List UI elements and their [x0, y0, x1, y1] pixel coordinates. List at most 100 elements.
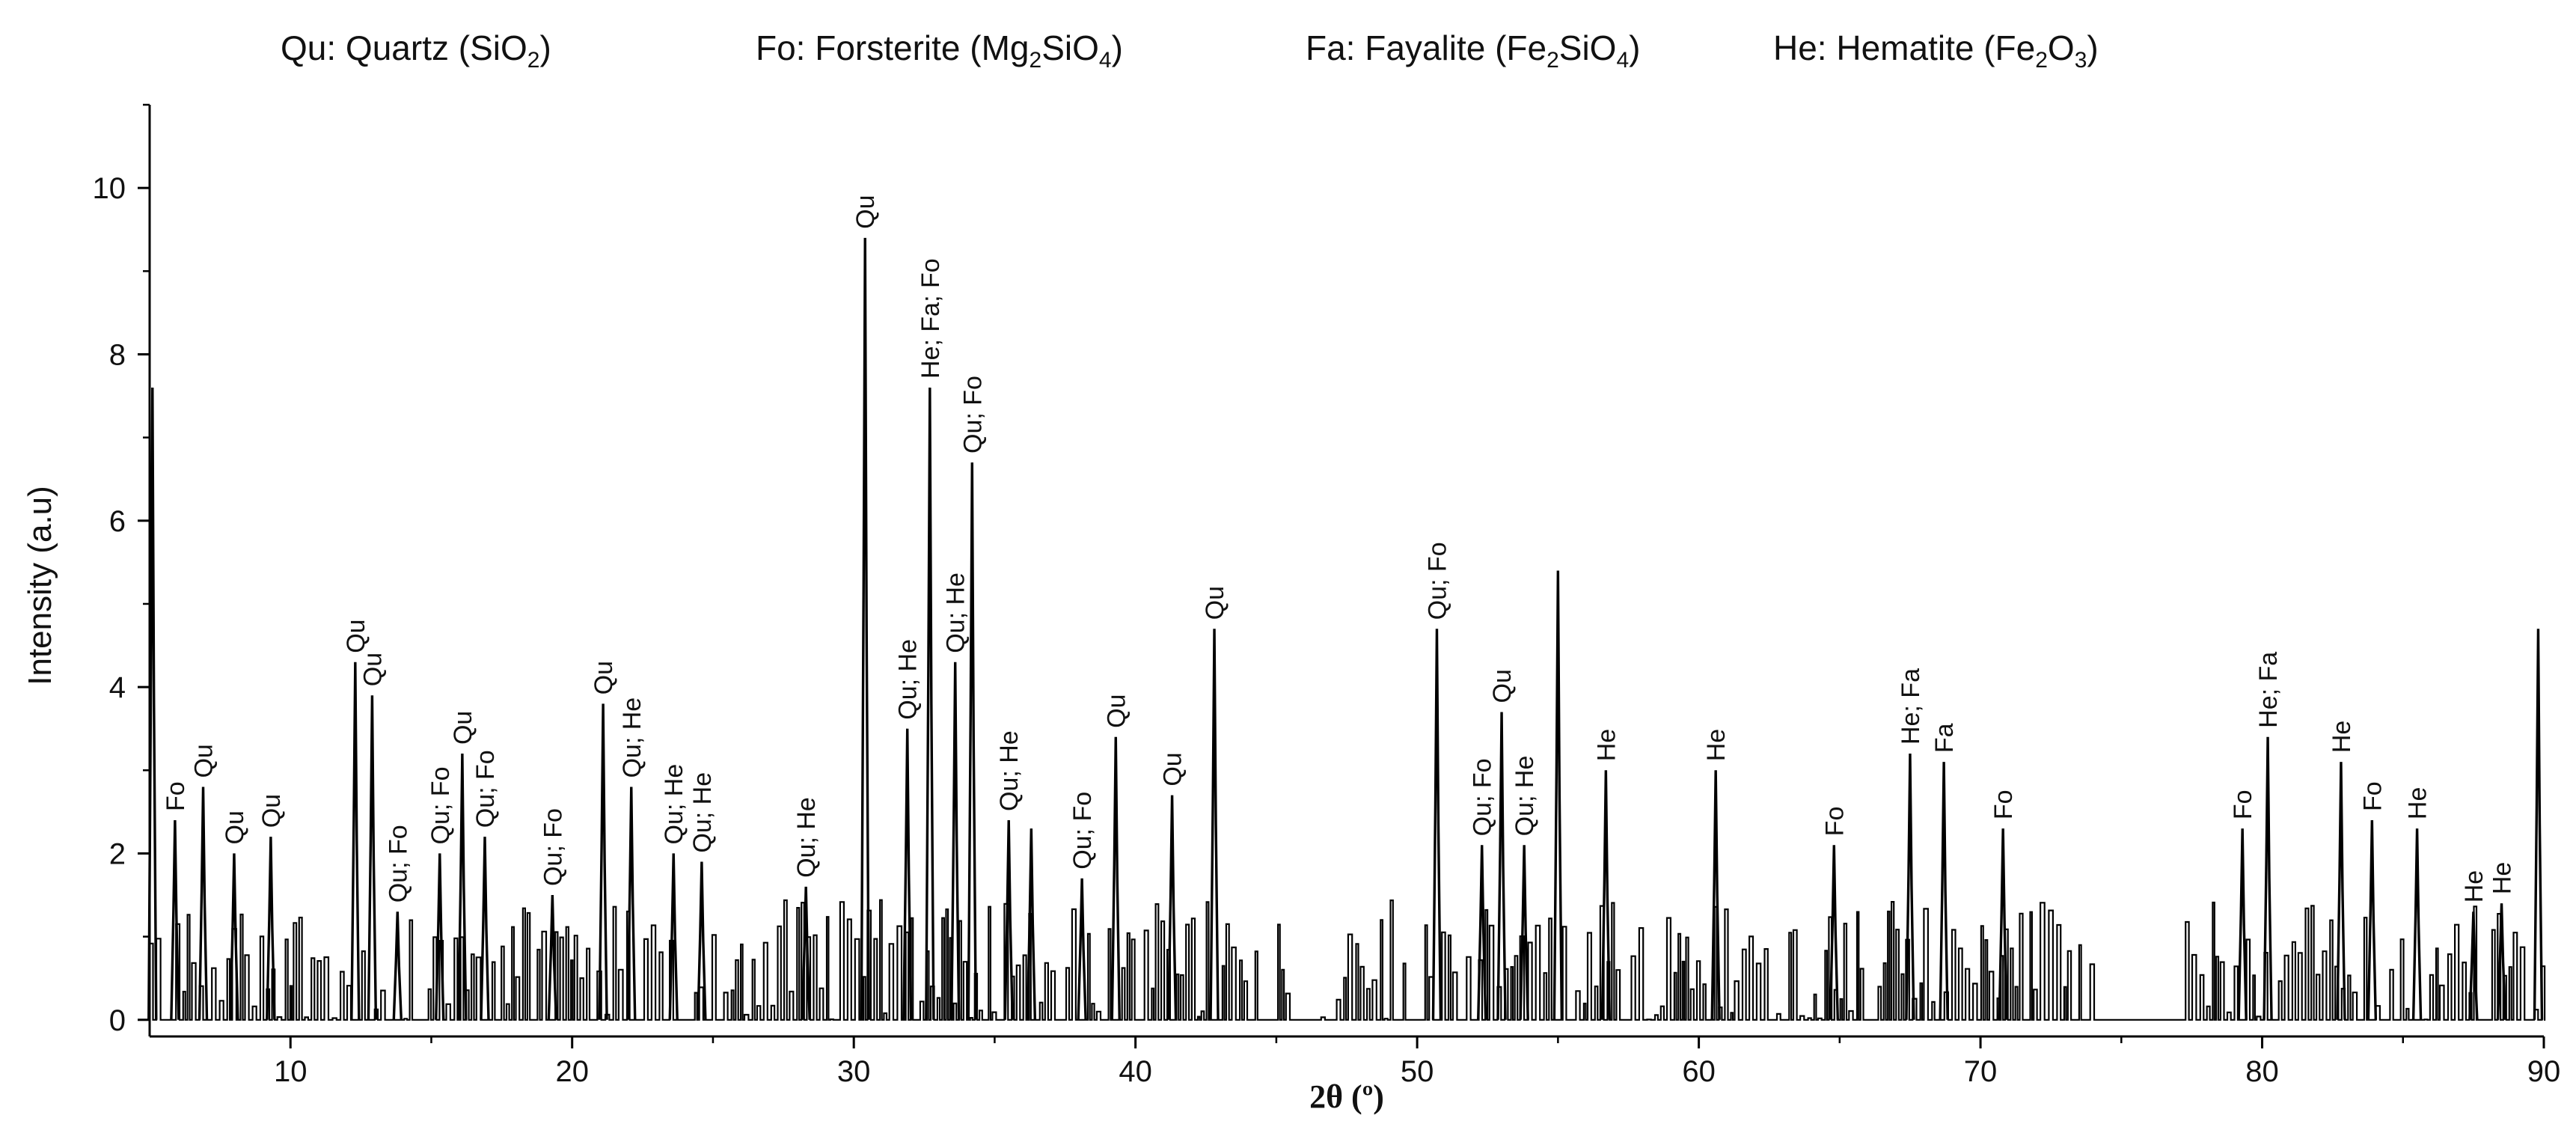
peak-3	[198, 787, 209, 1020]
peak-26	[1110, 736, 1121, 1020]
peak-24	[1026, 828, 1037, 1020]
peak-label: Qu	[1488, 669, 1517, 703]
peak-label: Qu; Fo	[1469, 758, 1497, 836]
peak-4	[229, 853, 239, 1020]
peak-14	[626, 787, 637, 1020]
legend-part-sub: 2	[2035, 48, 2048, 73]
peak-43	[2367, 819, 2378, 1020]
peak-30	[1477, 845, 1487, 1020]
legend-part-sub: 2	[1030, 48, 1042, 73]
peak-label: Qu	[1102, 694, 1131, 727]
peak-label: He	[1592, 729, 1621, 761]
peak-6	[350, 662, 361, 1020]
peak-36	[1829, 845, 1839, 1020]
peak-label: Qu	[358, 653, 387, 686]
peak-label: He; Fa	[1897, 668, 1925, 745]
peak-45	[2468, 911, 2479, 1020]
y-tick-label: 6	[109, 505, 126, 538]
peak-47	[2533, 629, 2544, 1020]
peak-label: Fo	[2229, 789, 2257, 819]
peak-33	[1552, 570, 1564, 1020]
y-tick-label: 4	[109, 671, 126, 704]
x-axis-label: 2θ (º)	[1309, 1078, 1384, 1115]
legend-entry-3: Fa: Fayalite (Fe2SiO4)	[1306, 28, 1640, 73]
peak-35	[1710, 770, 1721, 1020]
peak-label: Qu; Fo	[539, 808, 567, 886]
peak-label: Qu	[221, 810, 249, 844]
peak-25	[1077, 878, 1087, 1020]
peak-label: Qu; Fo	[384, 825, 412, 902]
peak-label: Qu; He	[894, 639, 923, 720]
peak-label: Fo	[2358, 781, 2387, 811]
peak-label: Qu	[190, 744, 218, 778]
peak-42	[2336, 762, 2346, 1020]
peak-9	[435, 853, 445, 1020]
legend-part-sub2: 4	[1099, 48, 1112, 73]
peak-label: Qu; He	[1511, 756, 1539, 837]
legend-part-sub: 2	[1546, 48, 1559, 73]
x-tick-label: 50	[1401, 1055, 1434, 1088]
peak-label: Qu; He	[995, 730, 1024, 811]
peak-label: He	[2328, 721, 2356, 753]
peak-10	[457, 754, 468, 1020]
legend-entry-1: Qu: Quartz (SiO2)	[281, 28, 551, 73]
peak-label: He; Fa	[2254, 652, 2283, 728]
peak-label: Fa	[1930, 723, 1959, 753]
legend-part-main: Fa: Fayalite (Fe	[1306, 28, 1546, 67]
peak-label: He	[2404, 787, 2432, 819]
peak-label: Fo	[1820, 807, 1849, 837]
peak-label: Qu; Fo	[471, 750, 500, 828]
peak-label: Qu; Fo	[1423, 542, 1451, 620]
x-tick-label: 30	[837, 1055, 871, 1088]
peak-layer	[147, 237, 2544, 1020]
peak-20	[925, 387, 935, 1020]
peak-28	[1209, 629, 1220, 1020]
peak-label: Qu	[257, 794, 286, 828]
x-tick-label: 70	[1964, 1055, 1998, 1088]
legend-part-mid: SiO	[1559, 28, 1617, 67]
peak-23	[1003, 819, 1014, 1020]
peak-39	[1998, 828, 2008, 1020]
peak-label: Qu	[851, 195, 880, 228]
legend-part-main: He: Hematite (Fe	[1773, 28, 2035, 67]
peak-27	[1166, 795, 1178, 1020]
legend-part-sub2: 3	[2075, 48, 2087, 73]
peak-17	[801, 886, 811, 1020]
y-tick-label: 0	[109, 1004, 126, 1037]
x-tick-label: 80	[2245, 1055, 2279, 1088]
legend-part-tail: )	[1112, 28, 1123, 67]
peak-15	[668, 853, 679, 1020]
peak-46	[2496, 903, 2507, 1020]
peak-44	[2411, 828, 2423, 1020]
y-tick-label: 10	[93, 172, 126, 205]
legend: Qu: Quartz (SiO2) Fo: Forsterite (Mg2SiO4…	[281, 28, 2099, 73]
peak-19	[902, 728, 913, 1020]
peak-34	[1600, 770, 1612, 1020]
peak-label: He	[1702, 729, 1731, 761]
peak-label: He; Fa; Fo	[917, 258, 945, 379]
peak-16	[697, 861, 707, 1020]
peak-label: Qu; He	[792, 797, 821, 878]
x-tick-label: 60	[1682, 1055, 1716, 1088]
x-tick-label: 40	[1119, 1055, 1152, 1088]
legend-part-tail: )	[539, 28, 551, 67]
y-tick-label: 8	[109, 338, 126, 371]
peak-21	[950, 662, 961, 1020]
y-tick-label: 2	[109, 837, 126, 870]
peak-29	[1431, 629, 1443, 1020]
legend-entry-4: He: Hematite (Fe2O3)	[1773, 28, 2099, 73]
peak-label: Qu	[590, 661, 618, 694]
legend-part-main: Fo: Forsterite (Mg	[756, 28, 1030, 67]
signal-layer	[148, 899, 2546, 1021]
peak-5	[266, 837, 276, 1020]
peak-12	[547, 894, 558, 1020]
peak-label: Qu; He	[942, 572, 970, 653]
peak-label: Qu	[1159, 752, 1187, 786]
x-tick-label: 20	[555, 1055, 589, 1088]
peak-label: Fo	[162, 781, 190, 811]
peak-label: Qu; Fo	[958, 376, 987, 453]
peak-label: Qu; He	[618, 697, 646, 778]
diffraction-trace	[148, 899, 2546, 1021]
